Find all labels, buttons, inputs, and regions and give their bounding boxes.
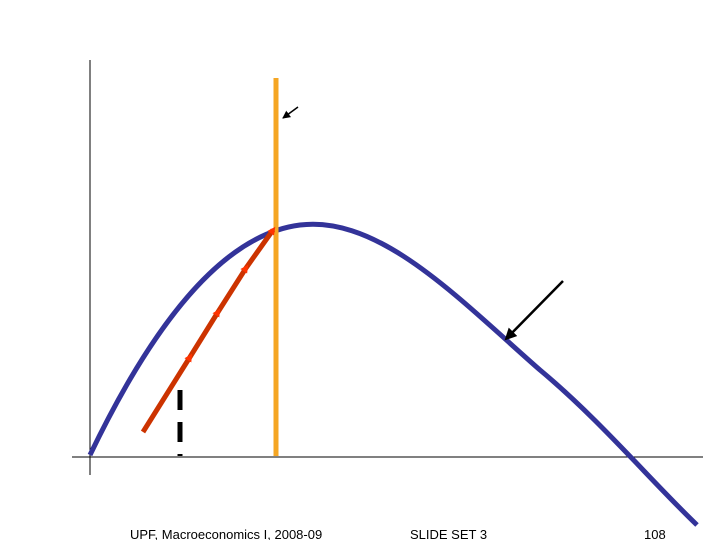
pointer-arrow — [282, 106, 299, 119]
footer-source: UPF, Macroeconomics I, 2008-09 — [130, 527, 322, 540]
footer-page: 108 — [644, 527, 666, 540]
pointer-arrow — [504, 280, 564, 341]
path-arrow — [140, 226, 276, 434]
footer-slide-set: SLIDE SET 3 — [410, 527, 487, 540]
curve — [87, 221, 699, 527]
